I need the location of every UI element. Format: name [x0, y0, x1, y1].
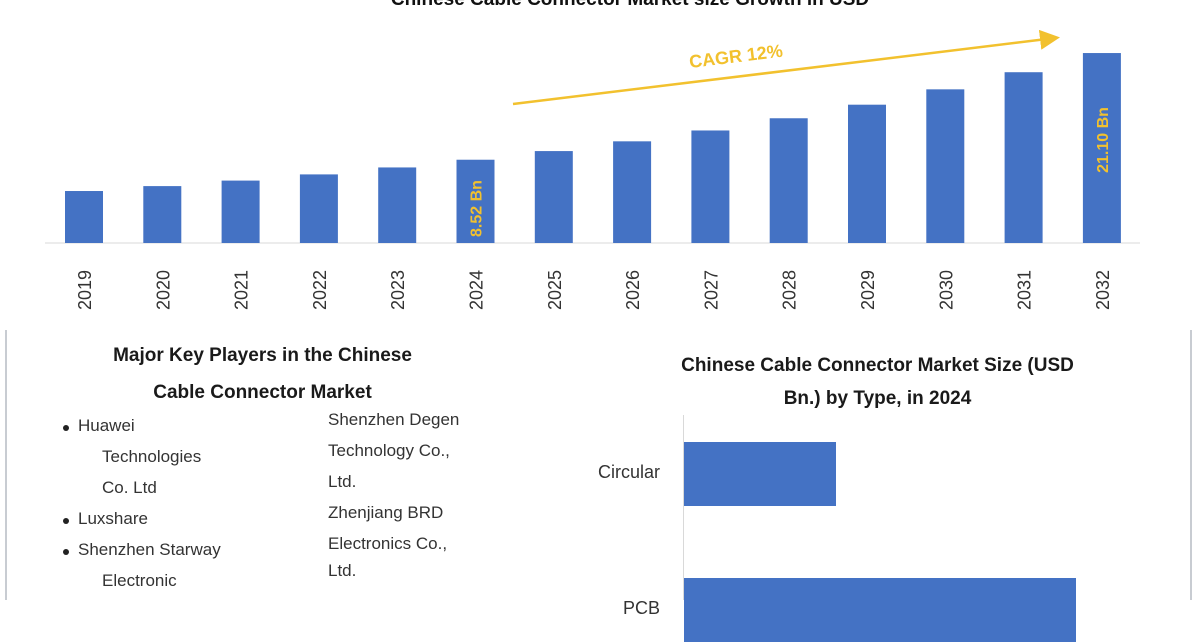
bar-2027 — [691, 130, 730, 243]
key-player-line: Electronics Co., — [328, 534, 448, 553]
key-player-line: Ltd. — [328, 561, 357, 580]
key-player-line: Electronic — [102, 571, 177, 590]
key-players-title-line1: Major Key Players in the Chinese — [113, 345, 412, 366]
bar-2028 — [769, 118, 808, 243]
x-tick-label: 2032 — [1093, 270, 1113, 310]
bar-pcb — [684, 578, 1076, 642]
key-player-line: Shenzhen Starway — [78, 540, 221, 559]
bullet-icon — [63, 549, 69, 555]
bullet-icon — [63, 425, 69, 431]
bar-2021 — [221, 180, 260, 243]
cagr-arrow — [512, 29, 1060, 106]
x-tick-label: 2022 — [310, 270, 330, 310]
category-label-circular: Circular — [597, 462, 660, 482]
type-chart-title: Chinese Cable Connector Market Size (USD… — [620, 349, 1135, 415]
right-border — [1190, 330, 1192, 600]
x-tick-label: 2027 — [701, 270, 721, 310]
bar-2024 — [456, 159, 495, 243]
x-tick-label: 2020 — [153, 270, 173, 310]
key-players-title: Major Key Players in the Chinese Cable C… — [40, 337, 485, 411]
key-player-line: Huawei — [78, 416, 135, 435]
bullet-icon — [63, 518, 69, 524]
x-tick-label: 2023 — [388, 270, 408, 310]
x-tick-label: 2024 — [467, 270, 487, 310]
bar-2031 — [1004, 72, 1043, 243]
type-chart-title-line2: Bn.) by Type, in 2024 — [783, 388, 972, 409]
x-tick-label: 2029 — [858, 270, 878, 310]
category-label-pcb: PCB — [622, 598, 660, 618]
key-player-line: Ltd. — [328, 472, 357, 491]
x-tick-label: 2030 — [936, 270, 956, 310]
x-tick-label: 2026 — [623, 270, 643, 310]
main-chart-title: Chinese Cable Connector Market size Grow… — [0, 0, 1200, 11]
bar-2020 — [143, 186, 182, 243]
left-border — [5, 330, 7, 600]
bar-2032 — [1082, 53, 1121, 243]
key-player-line: Zhenjiang BRD — [328, 503, 444, 522]
bar-2026 — [613, 141, 652, 243]
type-chart-title-line1: Chinese Cable Connector Market Size (USD — [681, 355, 1074, 376]
bar-circular — [684, 442, 836, 506]
x-tick-label: 2031 — [1015, 270, 1035, 310]
key-player-line: Technologies — [102, 447, 202, 466]
key-player-line: Shenzhen Degen — [328, 410, 460, 429]
bar-2022 — [299, 174, 338, 243]
data-label-2024: 8.52 Bn — [469, 180, 486, 237]
key-players-title-line2: Cable Connector Market — [153, 382, 372, 403]
type-chart-axis — [683, 415, 684, 600]
bar-2019 — [65, 191, 103, 243]
x-tick-label: 2025 — [545, 270, 565, 310]
x-tick-label: 2021 — [232, 270, 252, 310]
bar-2030 — [926, 89, 965, 243]
bar-2025 — [534, 151, 573, 243]
x-tick-label: 2028 — [780, 270, 800, 310]
growth-bar-chart: 8.52 Bn 21.10 Bn 2019 2020 2021 2022 2023 2024… — [45, 29, 1140, 310]
bar-2029 — [848, 104, 886, 244]
data-label-2032: 21.10 Bn — [1095, 107, 1112, 173]
key-player-line: Technology Co., — [328, 441, 450, 460]
x-tick-label: 2019 — [75, 270, 95, 310]
cagr-annotation: CAGR 12% — [688, 41, 784, 72]
key-player-line: Luxshare — [78, 509, 148, 528]
key-player-line: Co. Ltd — [102, 478, 157, 497]
bar-2023 — [378, 167, 417, 243]
